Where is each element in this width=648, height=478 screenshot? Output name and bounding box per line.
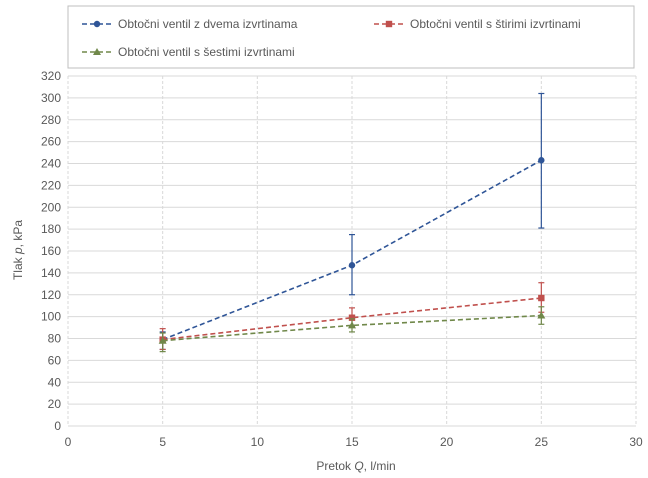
series-3 [158,306,546,353]
y-tick-label: 240 [41,157,61,171]
x-tick-label: 20 [440,435,454,449]
y-tick-label: 260 [41,135,61,149]
data-point [348,314,356,321]
y-axis-label-text: Tlak [11,254,25,280]
data-point [348,262,356,269]
x-tick-label: 0 [65,435,72,449]
x-tick-label: 25 [535,435,549,449]
legend-label: Obtočni ventil z dvema izvrtinama [118,17,298,31]
x-axis-label-unit: , l/min [364,459,396,473]
legend-marker [385,20,393,28]
y-tick-label: 140 [41,266,61,280]
x-tick-label: 30 [629,435,643,449]
legend-marker [93,48,101,55]
y-tick-label: 320 [41,69,61,83]
y-tick-label: 200 [41,200,61,214]
x-axis-label-text: Pretok [316,459,354,473]
legend [67,5,635,69]
y-axis-ticks: 0 20 40 60 80 100 120 140 160 180 200 220 240 260 280 3… [41,69,61,433]
y-axis-label-symbol: p [11,247,25,255]
legend-entry-1: Obtočni ventil z dvema izvrtinama [82,17,298,31]
series-line [162,314,542,342]
y-tick-label: 20 [48,397,62,411]
y-axis-label: Tlak p, kPa [11,220,25,280]
x-axis-ticks: 0 5 10 15 20 25 30 [65,435,643,449]
y-tick-label: 220 [41,178,61,192]
legend-items: Obtočni ventil z dvema izvrtinama Obtočni… [82,17,581,59]
data-point [538,157,545,164]
x-tick-label: 15 [345,435,359,449]
y-tick-label: 160 [41,244,61,258]
y-tick-label: 60 [48,353,62,367]
data-point [158,336,167,344]
data-point [348,321,356,329]
y-tick-label: 120 [41,288,61,302]
legend-marker [93,20,101,28]
y-tick-label: 300 [41,91,61,105]
data-point [538,294,545,302]
legend-label: Obtočni ventil s štirimi izvrtinami [410,17,581,31]
x-axis-label-symbol: Q [354,459,363,473]
x-tick-label: 10 [251,435,265,449]
y-tick-label: 80 [48,332,62,346]
legend-entry-2: Obtočni ventil s štirimi izvrtinami [374,17,581,31]
y-tick-label: 40 [48,375,62,389]
y-tick-label: 280 [41,113,61,127]
y-tick-label: 180 [41,222,61,236]
data-point [537,311,546,319]
x-axis-label: Pretok Q, l/min [316,459,395,473]
y-axis-label-unit: , kPa [11,220,25,248]
y-tick-label: 0 [54,419,61,433]
legend-label: Obtočni ventil s šestimi izvrtinami [118,45,295,59]
x-tick-label: 5 [159,435,166,449]
series-layer [158,92,546,353]
legend-entry-3: Obtočni ventil s šestimi izvrtinami [82,45,295,59]
y-tick-label: 100 [41,310,61,324]
